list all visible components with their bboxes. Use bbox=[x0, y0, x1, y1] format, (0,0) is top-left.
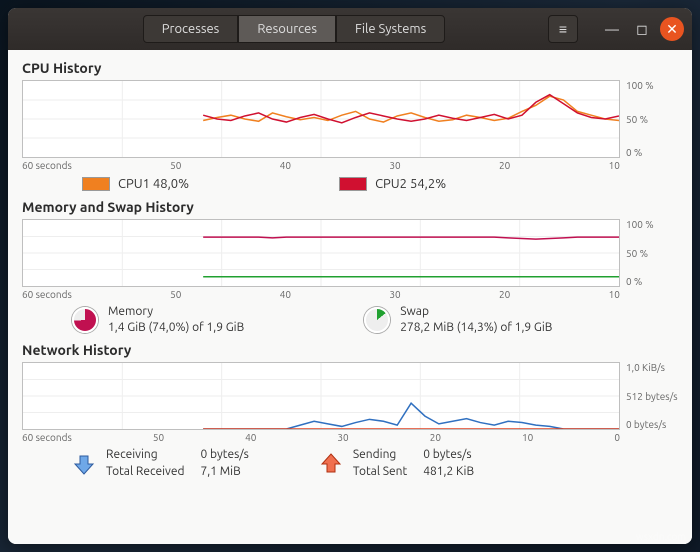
memory-detail: 1,4 GiB (74,0%) of 1,9 GiB bbox=[108, 320, 244, 336]
cpu-yaxis: 100 % 50 % 0 % bbox=[620, 80, 678, 158]
xtick: 30 bbox=[389, 289, 400, 300]
titlebar: Processes Resources File Systems ≡ — ◻ ✕ bbox=[8, 8, 692, 50]
cpu-legend: CPU1 48,0% CPU2 54,2% bbox=[82, 177, 678, 191]
view-tabs: Processes Resources File Systems bbox=[143, 15, 445, 43]
xtick: 40 bbox=[280, 160, 291, 171]
tab-processes[interactable]: Processes bbox=[143, 15, 239, 43]
cpu-section-title: CPU History bbox=[22, 60, 678, 76]
total-received-value: 7,1 MiB bbox=[200, 464, 248, 480]
ytick: 0 % bbox=[626, 276, 678, 287]
swap-pie-icon bbox=[364, 307, 390, 333]
xtick: 20 bbox=[499, 160, 510, 171]
sending-value: 0 bytes/s bbox=[423, 447, 474, 463]
tab-resources[interactable]: Resources bbox=[238, 15, 336, 43]
xtick: 60 seconds bbox=[22, 289, 72, 300]
hamburger-menu-button[interactable]: ≡ bbox=[548, 15, 578, 43]
tab-filesystems[interactable]: File Systems bbox=[336, 15, 445, 43]
maximize-button[interactable]: ◻ bbox=[630, 17, 654, 41]
receiving-label: Receiving bbox=[106, 447, 184, 463]
memory-chart bbox=[22, 219, 620, 287]
network-yaxis: 1,0 KiB/s 512 bytes/s 0 bytes/s bbox=[620, 362, 678, 430]
cpu1-swatch bbox=[82, 177, 110, 191]
xtick: 20 bbox=[499, 289, 510, 300]
ytick: 100 % bbox=[626, 219, 678, 230]
ytick: 50 % bbox=[626, 248, 678, 259]
xtick: 50 bbox=[170, 289, 181, 300]
network-section-title: Network History bbox=[22, 342, 678, 358]
ytick: 0 % bbox=[626, 147, 678, 158]
ytick: 512 bytes/s bbox=[626, 391, 678, 402]
memory-section-title: Memory and Swap History bbox=[22, 199, 678, 215]
memory-info[interactable]: Memory 1,4 GiB (74,0%) of 1,9 GiB bbox=[72, 304, 244, 336]
sending-info[interactable]: Sending 0 bytes/s Total Sent 481,2 KiB bbox=[319, 447, 474, 479]
xtick: 10 bbox=[609, 289, 620, 300]
xtick: 50 bbox=[153, 432, 164, 443]
cpu2-label: CPU2 54,2% bbox=[375, 177, 446, 191]
receiving-value: 0 bytes/s bbox=[200, 447, 248, 463]
cpu-xaxis: 60 seconds 50 40 30 20 10 bbox=[22, 160, 678, 171]
cpu1-legend[interactable]: CPU1 48,0% bbox=[82, 177, 189, 191]
network-xaxis: 60 seconds 50 40 30 20 10 0 bbox=[22, 432, 678, 443]
total-sent-value: 481,2 KiB bbox=[423, 464, 474, 480]
xtick: 30 bbox=[337, 432, 348, 443]
memory-yaxis: 100 % 50 % 0 % bbox=[620, 219, 678, 287]
sending-label: Sending bbox=[353, 447, 407, 463]
xtick: 20 bbox=[430, 432, 441, 443]
swap-detail: 278,2 MiB (14,3%) of 1,9 GiB bbox=[400, 320, 552, 336]
system-monitor-window: Processes Resources File Systems ≡ — ◻ ✕… bbox=[8, 8, 692, 544]
xtick: 10 bbox=[609, 160, 620, 171]
xtick: 40 bbox=[280, 289, 291, 300]
total-sent-label: Total Sent bbox=[353, 464, 407, 480]
download-arrow-icon bbox=[72, 452, 96, 476]
resources-panel: CPU History 100 % 50 % 0 % 60 seconds 50… bbox=[8, 50, 692, 544]
memory-label: Memory bbox=[108, 304, 244, 320]
memory-legend: Memory 1,4 GiB (74,0%) of 1,9 GiB Swap 2… bbox=[72, 304, 678, 336]
swap-label: Swap bbox=[400, 304, 552, 320]
receiving-info[interactable]: Receiving 0 bytes/s Total Received 7,1 M… bbox=[72, 447, 249, 479]
total-received-label: Total Received bbox=[106, 464, 184, 480]
watermark: wsxdn.com bbox=[636, 531, 686, 542]
memory-pie-icon bbox=[72, 307, 98, 333]
cpu-chart bbox=[22, 80, 620, 158]
cpu1-label: CPU1 48,0% bbox=[118, 177, 189, 191]
swap-info[interactable]: Swap 278,2 MiB (14,3%) of 1,9 GiB bbox=[364, 304, 552, 336]
upload-arrow-icon bbox=[319, 452, 343, 476]
xtick: 60 seconds bbox=[22, 160, 72, 171]
minimize-button[interactable]: — bbox=[600, 17, 624, 41]
cpu2-swatch bbox=[339, 177, 367, 191]
xtick: 10 bbox=[522, 432, 533, 443]
close-button[interactable]: ✕ bbox=[660, 17, 684, 41]
ytick: 50 % bbox=[626, 114, 678, 125]
network-legend: Receiving 0 bytes/s Total Received 7,1 M… bbox=[72, 447, 678, 479]
ytick: 0 bytes/s bbox=[626, 419, 678, 430]
xtick: 0 bbox=[614, 432, 620, 443]
xtick: 50 bbox=[170, 160, 181, 171]
network-chart bbox=[22, 362, 620, 430]
xtick: 30 bbox=[389, 160, 400, 171]
xtick: 40 bbox=[245, 432, 256, 443]
memory-xaxis: 60 seconds 50 40 30 20 10 bbox=[22, 289, 678, 300]
ytick: 100 % bbox=[626, 80, 678, 91]
ytick: 1,0 KiB/s bbox=[626, 362, 678, 373]
xtick: 60 seconds bbox=[22, 432, 72, 443]
cpu2-legend[interactable]: CPU2 54,2% bbox=[339, 177, 446, 191]
